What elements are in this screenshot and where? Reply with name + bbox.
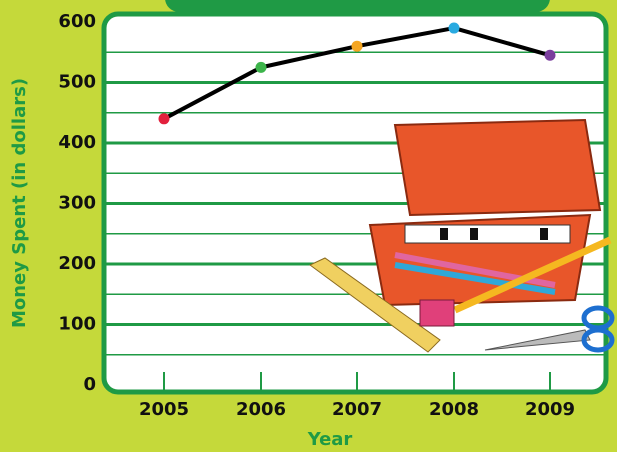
data-point <box>448 22 460 34</box>
data-point <box>255 61 267 73</box>
y-tick-label: 200 <box>58 253 96 274</box>
title-tab <box>165 0 550 12</box>
data-point <box>544 49 556 61</box>
x-tick-label: 2009 <box>525 399 575 420</box>
y-tick-label: 400 <box>58 132 96 153</box>
marks <box>158 22 556 125</box>
y-tick-label: 100 <box>58 314 96 335</box>
data-point <box>351 40 363 52</box>
y-axis-label: Money Spent (in dollars) <box>9 78 30 328</box>
y-tick-label: 500 <box>58 72 96 93</box>
y-tick-label: 600 <box>58 11 96 32</box>
x-tick-label: 2007 <box>332 399 382 420</box>
x-tick-label: 2008 <box>429 399 479 420</box>
y-tick-label: 300 <box>58 193 96 214</box>
x-tick-label: 2006 <box>236 399 286 420</box>
x-axis-label: Year <box>307 429 353 450</box>
y-tick-label: 0 <box>83 374 96 395</box>
x-tick-label: 2005 <box>139 399 189 420</box>
pencil-case-illustration <box>309 118 615 353</box>
data-point <box>158 113 170 125</box>
